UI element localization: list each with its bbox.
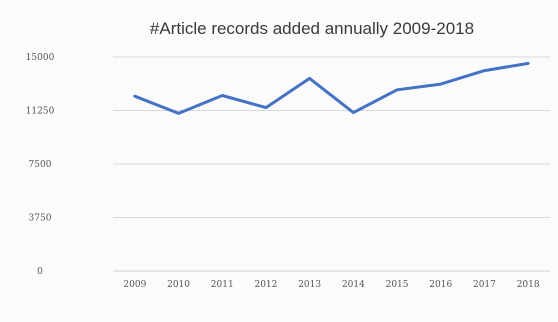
series-line	[133, 61, 530, 115]
x-tick-label: 2015	[386, 280, 409, 290]
x-tick-label: 2013	[298, 280, 321, 290]
x-tick-label: 2009	[123, 280, 146, 290]
y-tick-label: 3750	[29, 214, 52, 224]
series-layer	[133, 61, 530, 115]
chart-title: #Article records added annually 2009-201…	[150, 19, 474, 38]
x-tick-label: 2016	[429, 280, 452, 290]
y-tick-label: 15000	[26, 53, 55, 63]
x-axis-ticks: 2009 2010 2011 2012 2013 2014 2015 2016 2017 2018	[123, 280, 539, 290]
y-tick-label: 7500	[29, 160, 52, 170]
x-tick-label: 2017	[473, 280, 496, 290]
y-axis-ticks: 0 3750 7500 11250 15000	[26, 53, 55, 277]
x-tick-label: 2010	[167, 280, 190, 290]
x-tick-label: 2018	[517, 280, 540, 290]
y-tick-label: 0	[37, 267, 43, 277]
x-tick-label: 2011	[211, 280, 234, 290]
gridlines	[113, 56, 550, 272]
x-tick-label: 2012	[254, 280, 277, 290]
x-tick-label: 2014	[342, 280, 365, 290]
y-tick-label: 11250	[26, 107, 55, 117]
